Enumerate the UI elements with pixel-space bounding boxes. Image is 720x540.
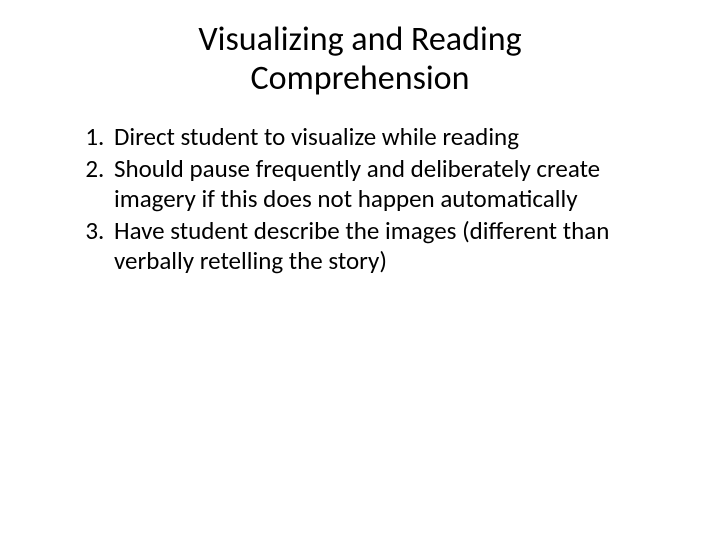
list-item: Direct student to visualize while readin… bbox=[110, 122, 680, 152]
list-item: Have student describe the images (differ… bbox=[110, 216, 680, 276]
list-item: Should pause frequently and deliberately… bbox=[110, 154, 680, 214]
bullet-list: Direct student to visualize while readin… bbox=[40, 122, 680, 276]
slide-title: Visualizing and Reading Comprehension bbox=[40, 20, 680, 98]
